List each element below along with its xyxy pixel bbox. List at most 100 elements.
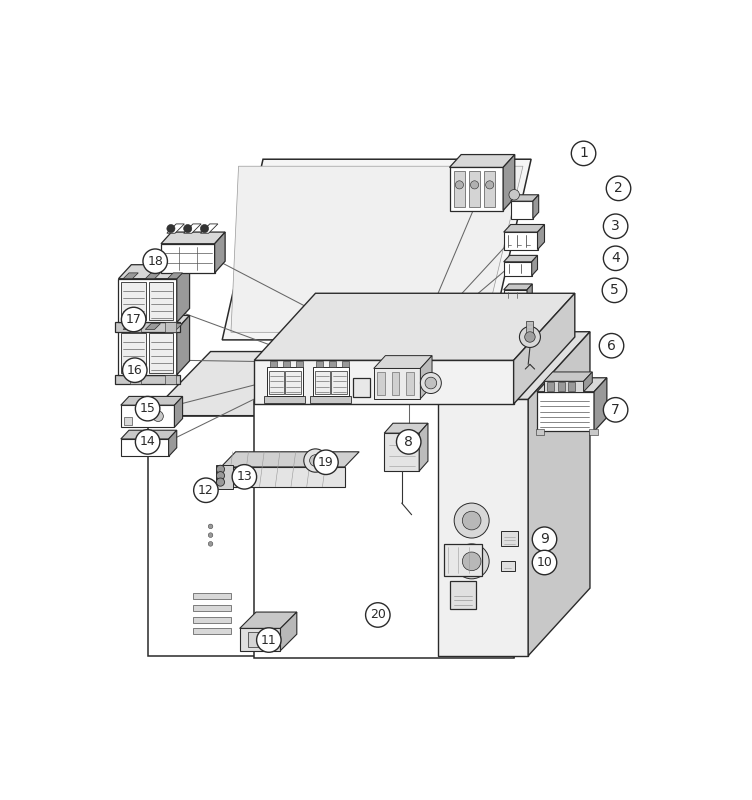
Polygon shape (231, 166, 523, 332)
Polygon shape (511, 201, 533, 218)
Circle shape (153, 411, 163, 422)
Polygon shape (503, 154, 515, 210)
Polygon shape (341, 362, 349, 367)
Polygon shape (254, 360, 514, 404)
Polygon shape (115, 322, 180, 332)
Polygon shape (280, 612, 297, 650)
Circle shape (454, 503, 489, 538)
Polygon shape (311, 397, 351, 403)
Polygon shape (329, 362, 336, 367)
Circle shape (602, 278, 626, 302)
Polygon shape (148, 416, 256, 656)
Polygon shape (315, 370, 330, 394)
Bar (590, 429, 598, 435)
Circle shape (183, 225, 192, 233)
Circle shape (520, 326, 541, 347)
Circle shape (420, 373, 441, 394)
Polygon shape (537, 378, 607, 392)
Polygon shape (121, 405, 174, 427)
Circle shape (365, 602, 390, 627)
Bar (392, 372, 399, 395)
Bar (501, 531, 518, 546)
Circle shape (572, 141, 596, 166)
Polygon shape (532, 255, 538, 276)
Circle shape (135, 397, 160, 421)
Circle shape (603, 398, 628, 422)
Bar (406, 372, 414, 395)
Circle shape (599, 334, 623, 358)
Text: 18: 18 (147, 254, 163, 268)
Polygon shape (115, 375, 180, 384)
Polygon shape (121, 282, 146, 320)
Polygon shape (419, 423, 428, 471)
Bar (484, 171, 495, 207)
Text: 15: 15 (140, 402, 156, 415)
Polygon shape (177, 265, 190, 322)
Text: 10: 10 (537, 556, 553, 569)
Polygon shape (504, 255, 538, 262)
Polygon shape (384, 433, 419, 471)
Polygon shape (504, 262, 532, 276)
Polygon shape (240, 628, 280, 650)
Circle shape (486, 181, 494, 189)
Polygon shape (544, 382, 584, 392)
Bar (378, 372, 385, 395)
Circle shape (396, 430, 421, 454)
Bar (130, 322, 141, 332)
Polygon shape (201, 224, 218, 234)
Circle shape (509, 190, 520, 200)
Polygon shape (119, 278, 177, 322)
Polygon shape (183, 224, 201, 234)
Circle shape (217, 478, 225, 486)
Polygon shape (148, 351, 318, 416)
Circle shape (217, 472, 225, 480)
Bar (193, 617, 231, 622)
Circle shape (194, 478, 218, 502)
Polygon shape (254, 294, 575, 360)
Circle shape (143, 249, 168, 274)
Polygon shape (316, 362, 323, 367)
Text: 13: 13 (236, 470, 252, 483)
Circle shape (208, 524, 213, 529)
Polygon shape (119, 265, 190, 278)
Circle shape (603, 214, 628, 238)
Polygon shape (285, 370, 301, 394)
Polygon shape (167, 224, 184, 234)
Circle shape (462, 511, 481, 530)
Polygon shape (121, 430, 177, 439)
Circle shape (310, 454, 321, 466)
Circle shape (167, 225, 175, 233)
Polygon shape (528, 332, 590, 656)
Polygon shape (256, 351, 318, 656)
Circle shape (217, 465, 225, 474)
Polygon shape (145, 273, 160, 278)
Polygon shape (438, 399, 528, 656)
Polygon shape (450, 167, 503, 210)
Circle shape (606, 176, 631, 201)
Polygon shape (584, 372, 593, 392)
Polygon shape (145, 323, 160, 330)
Polygon shape (527, 284, 532, 300)
Polygon shape (537, 392, 594, 431)
Polygon shape (123, 273, 138, 278)
Text: 3: 3 (611, 219, 620, 234)
Polygon shape (332, 370, 347, 394)
Polygon shape (504, 284, 532, 290)
Polygon shape (283, 362, 290, 367)
Text: 20: 20 (370, 609, 386, 622)
Bar (558, 382, 565, 390)
Polygon shape (119, 330, 177, 375)
Bar (193, 605, 231, 611)
Polygon shape (544, 372, 593, 382)
Bar (193, 628, 231, 634)
Polygon shape (374, 369, 420, 398)
Polygon shape (504, 290, 527, 300)
Polygon shape (420, 356, 432, 398)
Bar (547, 382, 554, 390)
Polygon shape (168, 323, 183, 330)
Bar (130, 375, 141, 384)
Polygon shape (511, 194, 538, 201)
Bar (469, 171, 480, 207)
Polygon shape (313, 367, 349, 397)
Bar (450, 581, 476, 609)
